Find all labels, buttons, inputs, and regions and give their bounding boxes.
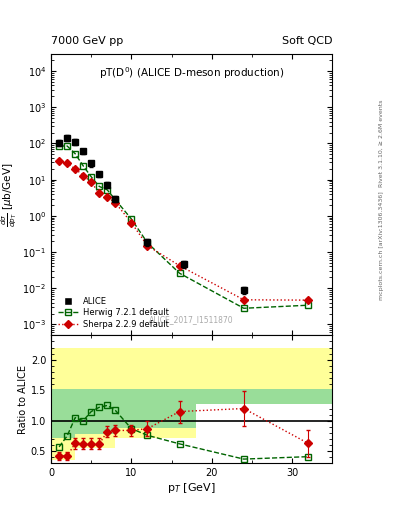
- Text: Soft QCD: Soft QCD: [282, 36, 332, 46]
- Text: ALICE_2017_I1511870: ALICE_2017_I1511870: [149, 315, 234, 324]
- X-axis label: p$_T$ [GeV]: p$_T$ [GeV]: [167, 481, 216, 495]
- Y-axis label: $\frac{d\sigma}{dp_T}$ [$\mu$b/GeV]: $\frac{d\sigma}{dp_T}$ [$\mu$b/GeV]: [0, 162, 20, 227]
- Text: pT(D$^0$) (ALICE D-meson production): pT(D$^0$) (ALICE D-meson production): [99, 65, 284, 81]
- Y-axis label: Ratio to ALICE: Ratio to ALICE: [18, 365, 28, 434]
- Legend: ALICE, Herwig 7.2.1 default, Sherpa 2.2.9 default: ALICE, Herwig 7.2.1 default, Sherpa 2.2.…: [55, 294, 171, 331]
- Text: 7000 GeV pp: 7000 GeV pp: [51, 36, 123, 46]
- Text: Rivet 3.1.10, ≥ 2.6M events: Rivet 3.1.10, ≥ 2.6M events: [379, 100, 384, 187]
- Text: mcplots.cern.ch [arXiv:1306.3436]: mcplots.cern.ch [arXiv:1306.3436]: [379, 191, 384, 300]
